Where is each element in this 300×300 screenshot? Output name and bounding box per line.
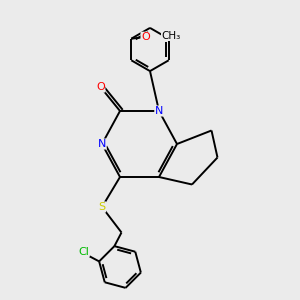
Text: O: O: [96, 82, 105, 92]
Text: Cl: Cl: [78, 247, 89, 256]
Text: CH₃: CH₃: [161, 31, 181, 41]
Text: N: N: [155, 106, 163, 116]
Text: N: N: [98, 139, 106, 149]
Text: S: S: [98, 202, 106, 212]
Text: O: O: [141, 32, 150, 42]
